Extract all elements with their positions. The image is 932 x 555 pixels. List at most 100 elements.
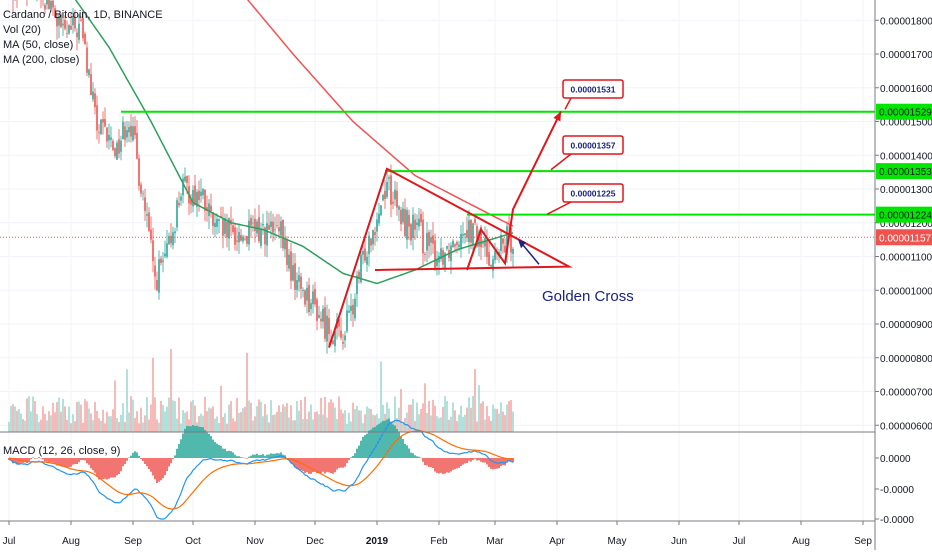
volume-bar xyxy=(164,412,166,432)
volume-bar xyxy=(356,406,358,432)
macd-histogram-bar xyxy=(482,458,484,462)
candle-body xyxy=(296,280,298,290)
volume-bar xyxy=(182,410,184,432)
volume-bar xyxy=(238,413,240,432)
candle-body xyxy=(418,219,420,227)
candle-body xyxy=(236,240,238,241)
macd-histogram-bar xyxy=(422,458,424,462)
candle-body xyxy=(180,197,182,201)
macd-histogram-bar xyxy=(208,434,210,458)
volume-bar xyxy=(414,421,416,432)
volume-bar xyxy=(62,399,64,432)
volume-bar xyxy=(468,397,470,432)
volume-bar xyxy=(494,409,496,432)
candle-body xyxy=(362,251,364,255)
macd-legend: MACD (12, 26, close, 9) xyxy=(3,444,120,459)
candle-body xyxy=(462,234,464,236)
candle-body xyxy=(502,238,504,243)
candle-body xyxy=(222,219,224,236)
candle-body xyxy=(248,221,250,245)
candle-body xyxy=(302,290,304,291)
candle-body xyxy=(108,135,110,140)
macd-histogram-bar xyxy=(352,456,354,458)
volume-bar xyxy=(498,413,500,432)
volume-bar xyxy=(12,404,14,432)
macd-histogram-bar xyxy=(476,458,478,460)
macd-histogram-bar xyxy=(360,441,362,458)
macd-histogram-bar xyxy=(168,458,170,467)
macd-histogram-bar xyxy=(348,458,350,460)
volume-bar xyxy=(18,409,20,432)
candle-body xyxy=(494,251,496,260)
volume-bar xyxy=(298,411,300,432)
volume-bar xyxy=(42,406,44,432)
macd-histogram-bar xyxy=(192,425,194,458)
price-tick-label: 0.00001100 xyxy=(880,253,932,264)
candle-body xyxy=(158,259,160,292)
candle-body xyxy=(250,218,252,225)
volume-bar xyxy=(336,419,338,432)
macd-histogram-bar xyxy=(96,458,98,477)
macd-histogram-bar xyxy=(398,432,400,458)
volume-bar xyxy=(218,423,220,432)
volume-bar xyxy=(440,417,442,432)
volume-bar xyxy=(50,415,52,432)
macd-histogram-bar xyxy=(186,426,188,458)
volume-bar xyxy=(470,408,472,432)
volume-bar xyxy=(212,406,214,432)
volume-bar xyxy=(206,411,208,432)
candle-body xyxy=(374,232,376,235)
macd-histogram-bar xyxy=(456,458,458,468)
candle-body xyxy=(414,220,416,230)
macd-histogram-bar xyxy=(472,458,474,460)
candle-body xyxy=(328,318,330,334)
candle-body xyxy=(324,307,326,338)
legend-volume: Vol (20) xyxy=(3,23,163,38)
volume-bar xyxy=(504,415,506,432)
candle-body xyxy=(466,230,468,238)
time-tick-label: Jun xyxy=(671,536,687,547)
macd-histogram-bar xyxy=(92,458,94,470)
volume-bar xyxy=(78,402,80,432)
macd-histogram-bar xyxy=(466,458,468,463)
macd-histogram-bar xyxy=(358,446,360,458)
candle-body xyxy=(142,193,144,194)
macd-histogram-bar xyxy=(414,455,416,458)
macd-histogram-bar xyxy=(416,456,418,458)
candle-body xyxy=(406,210,408,240)
macd-histogram-bar xyxy=(452,458,454,470)
volume-bar xyxy=(274,414,276,432)
candle-body xyxy=(172,232,174,245)
macd-histogram-bar xyxy=(212,440,214,458)
volume-bar xyxy=(402,423,404,432)
macd-histogram-bar xyxy=(296,458,298,469)
volume-bar xyxy=(294,420,296,432)
candle-body xyxy=(252,223,254,224)
candle-body xyxy=(388,177,390,178)
volume-bar xyxy=(116,418,118,432)
price-tick-label: 0.00000700 xyxy=(880,388,932,399)
volume-bar xyxy=(132,400,134,432)
volume-bar xyxy=(170,349,172,432)
volume-bar xyxy=(70,423,72,432)
candle-body xyxy=(184,177,186,182)
volume-bar xyxy=(364,414,366,432)
volume-bar xyxy=(278,405,280,432)
volume-bar xyxy=(82,423,84,432)
macd-histogram-bar xyxy=(114,458,116,477)
volume-bar xyxy=(152,358,154,432)
macd-histogram-bar xyxy=(234,455,236,458)
volume-bar xyxy=(480,403,482,432)
macd-histogram-bar xyxy=(228,451,230,458)
macd-histogram-bar xyxy=(438,458,440,473)
volume-bar xyxy=(236,398,238,432)
macd-histogram-bar xyxy=(150,458,152,472)
time-tick-label: Oct xyxy=(185,536,201,547)
volume-bar xyxy=(476,422,478,432)
candle-body xyxy=(204,190,206,211)
macd-histogram-bar xyxy=(100,458,102,479)
candle-body xyxy=(286,240,288,265)
macd-histogram-bar xyxy=(464,458,466,463)
